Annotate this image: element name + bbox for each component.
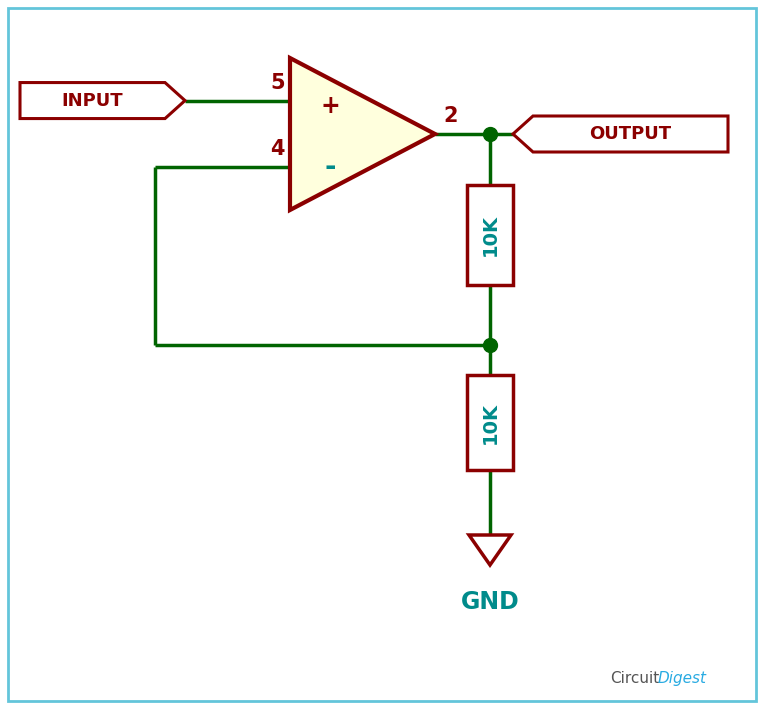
Text: -: - — [324, 153, 335, 182]
Polygon shape — [290, 58, 435, 210]
Bar — [467, 185, 513, 285]
Text: INPUT: INPUT — [62, 91, 123, 110]
Polygon shape — [20, 82, 185, 118]
Text: Digest: Digest — [658, 671, 707, 686]
Text: GND: GND — [461, 590, 520, 614]
Text: 4: 4 — [270, 140, 285, 160]
Text: 5: 5 — [270, 72, 285, 93]
Text: Circuit: Circuit — [610, 671, 659, 686]
Text: 10K: 10K — [481, 401, 500, 444]
Bar — [467, 375, 513, 470]
Text: OUTPUT: OUTPUT — [590, 125, 672, 143]
Text: 2: 2 — [443, 106, 458, 126]
Text: +: + — [320, 94, 340, 118]
Polygon shape — [513, 116, 728, 152]
Text: 10K: 10K — [481, 214, 500, 256]
